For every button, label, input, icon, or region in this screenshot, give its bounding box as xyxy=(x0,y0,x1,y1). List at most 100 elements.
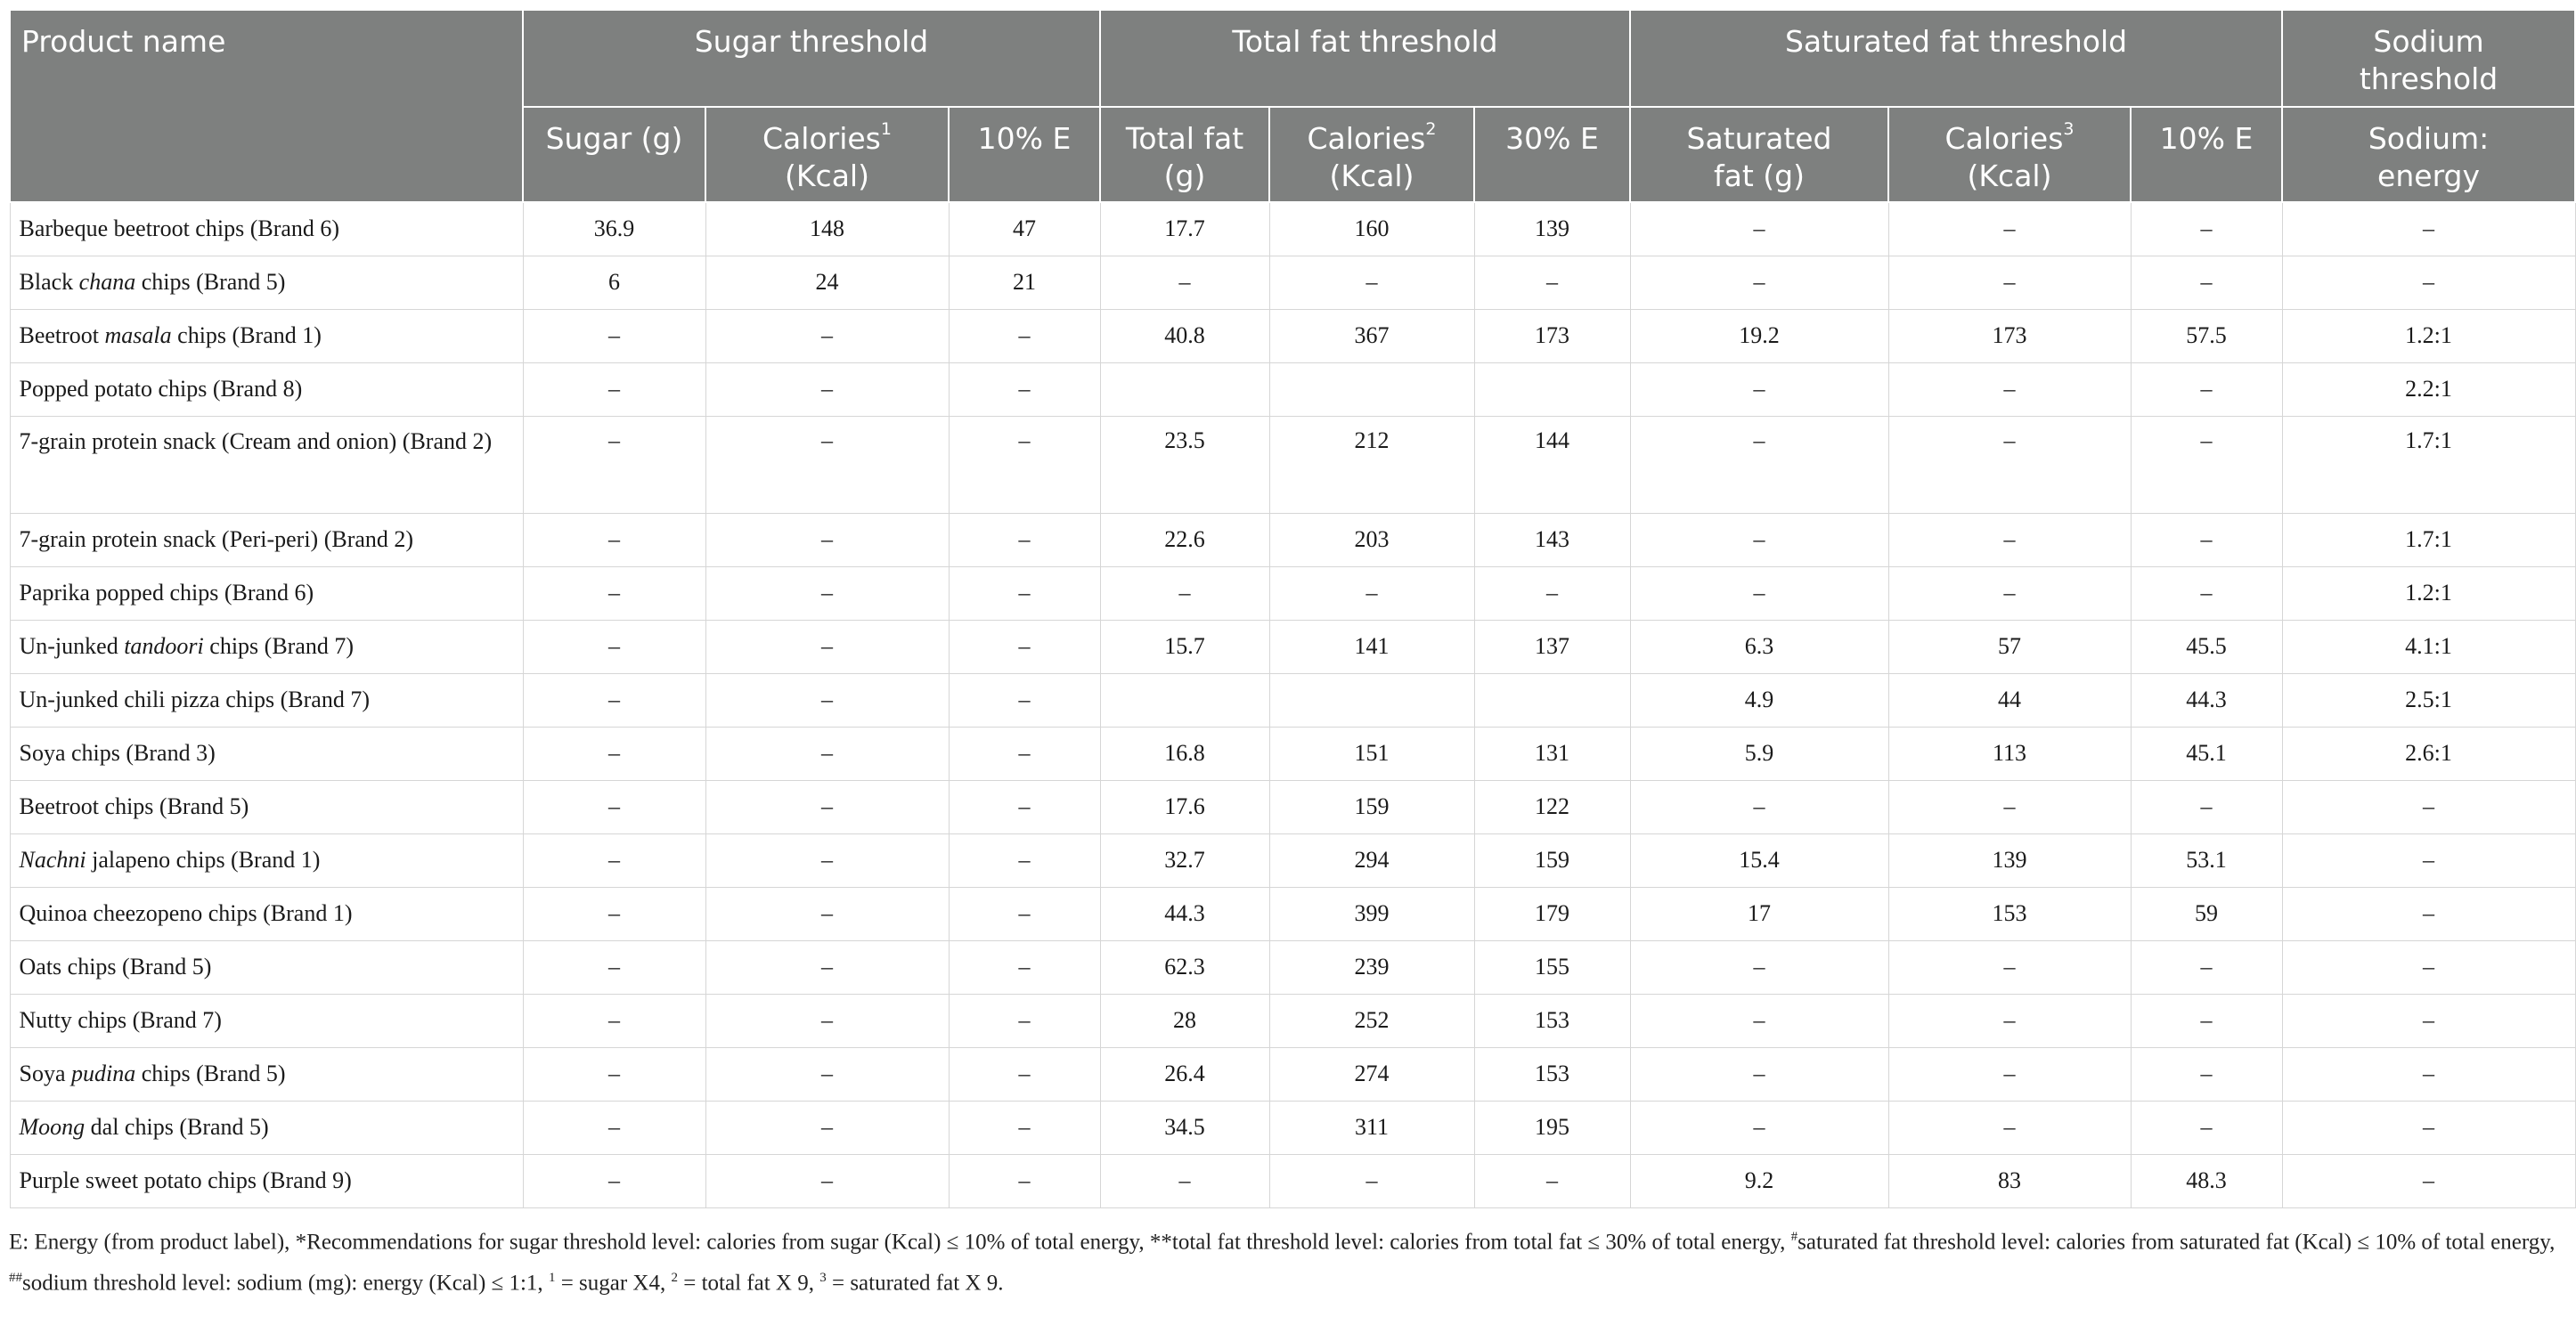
header-total-fat-threshold: Total fat threshold xyxy=(1098,9,1632,108)
value-cell: – xyxy=(948,726,1101,781)
value-cell: 2.6:1 xyxy=(2281,726,2576,781)
value-cell: 57 xyxy=(1887,619,2132,674)
value-cell: – xyxy=(522,1153,706,1208)
value-cell: – xyxy=(705,1153,950,1208)
value-cell: – xyxy=(948,993,1101,1048)
product-name-italic: masala xyxy=(104,322,172,348)
value-cell: – xyxy=(705,512,950,567)
value-cell: 139 xyxy=(1887,833,2132,888)
value-cell: – xyxy=(705,565,950,621)
value-cell: 2.2:1 xyxy=(2281,362,2576,417)
table-row: 7-grain protein snack (Cream and onion) … xyxy=(9,415,2576,514)
value-cell: – xyxy=(1887,779,2132,834)
value-cell: 48.3 xyxy=(2130,1153,2283,1208)
table-row: Beetroot masala chips (Brand 1) – – –40.8 36… xyxy=(9,308,2576,363)
value-cell: 1.7:1 xyxy=(2281,512,2576,567)
header-calories-1-sup: 1 xyxy=(880,119,892,139)
header-30pct-e: 30% E xyxy=(1472,106,1632,203)
product-name-text: Oats chips (Brand 5) xyxy=(19,954,212,980)
value-cell xyxy=(1268,362,1475,417)
value-cell xyxy=(1268,672,1475,728)
value-cell: – xyxy=(948,565,1101,621)
value-cell: – xyxy=(705,619,950,674)
value-cell: – xyxy=(1268,1153,1475,1208)
product-name-text: Nutty chips (Brand 7) xyxy=(19,1007,222,1033)
header-calories-3-label: Calories xyxy=(1944,121,2064,156)
value-cell: – xyxy=(522,565,706,621)
value-cell: 45.1 xyxy=(2130,726,2283,781)
header-saturated-fat-threshold: Saturated fat threshold xyxy=(1629,9,2284,108)
value-cell: – xyxy=(948,779,1101,834)
value-cell: – xyxy=(948,415,1101,514)
nutrient-threshold-table: Product name Sugar threshold Total fat t… xyxy=(9,9,2576,1208)
product-name-cell: Paprika popped chips (Brand 6) xyxy=(9,565,524,621)
value-cell: – xyxy=(2130,255,2283,310)
value-cell: – xyxy=(2130,565,2283,621)
value-cell: 45.5 xyxy=(2130,619,2283,674)
header-calories-3-unit: (Kcal) xyxy=(1967,159,2052,193)
value-cell: – xyxy=(948,619,1101,674)
value-cell: – xyxy=(1473,255,1631,310)
value-cell xyxy=(1099,362,1270,417)
product-name-cell: Beetroot chips (Brand 5) xyxy=(9,779,524,834)
value-cell: – xyxy=(2281,1153,2576,1208)
product-name-text: Barbeque beetroot chips (Brand 6) xyxy=(19,215,340,242)
value-cell: – xyxy=(2281,833,2576,888)
value-cell: 15.4 xyxy=(1629,833,1889,888)
value-cell: 23.5 xyxy=(1099,415,1270,514)
value-cell: – xyxy=(2281,993,2576,1048)
value-cell: – xyxy=(522,779,706,834)
value-cell: 44 xyxy=(1887,672,2132,728)
table-row: Nachni jalapeno chips (Brand 1) – – –32.7 29… xyxy=(9,833,2576,888)
footnote-sup: 1 xyxy=(548,1270,556,1285)
value-cell: – xyxy=(2130,362,2283,417)
table-container: Product name Sugar threshold Total fat t… xyxy=(9,9,2576,1301)
header-sugar-threshold: Sugar threshold xyxy=(522,9,1101,108)
table-row: 7-grain protein snack (Peri-peri) (Brand… xyxy=(9,512,2576,567)
header-calories-1: Calories1 (Kcal) xyxy=(705,106,950,203)
value-cell: 59 xyxy=(2130,886,2283,941)
value-cell: – xyxy=(522,1100,706,1155)
product-name-text: chips (Brand 5) xyxy=(135,269,286,295)
value-cell: 83 xyxy=(1887,1153,2132,1208)
value-cell: – xyxy=(705,833,950,888)
product-name-text: Un-junked chili pizza chips (Brand 7) xyxy=(19,687,371,712)
value-cell: 212 xyxy=(1268,415,1475,514)
value-cell: 19.2 xyxy=(1629,308,1889,363)
value-cell: – xyxy=(948,512,1101,567)
product-name-cell: Soya pudina chips (Brand 5) xyxy=(9,1046,524,1102)
header-10pct-e: 10% E xyxy=(948,106,1101,203)
value-cell: 47 xyxy=(948,201,1101,256)
value-cell: – xyxy=(1268,565,1475,621)
value-cell: – xyxy=(705,1100,950,1155)
footnote-text: E: Energy (from product label), *Recomme… xyxy=(9,1229,1791,1254)
value-cell: 137 xyxy=(1473,619,1631,674)
value-cell: 155 xyxy=(1473,939,1631,995)
product-name-cell: Moong dal chips (Brand 5) xyxy=(9,1100,524,1155)
value-cell: 203 xyxy=(1268,512,1475,567)
product-name-cell: Purple sweet potato chips (Brand 9) xyxy=(9,1153,524,1208)
product-name-text: Soya chips (Brand 3) xyxy=(19,740,216,766)
product-name-text: Popped potato chips (Brand 8) xyxy=(19,376,303,402)
value-cell: 1.7:1 xyxy=(2281,415,2576,514)
value-cell: – xyxy=(1887,1046,2132,1102)
value-cell: 2.5:1 xyxy=(2281,672,2576,728)
value-cell: – xyxy=(1629,415,1889,514)
value-cell: 311 xyxy=(1268,1100,1475,1155)
value-cell: – xyxy=(2130,415,2283,514)
value-cell: – xyxy=(1629,362,1889,417)
value-cell: – xyxy=(2281,886,2576,941)
value-cell: 22.6 xyxy=(1099,512,1270,567)
value-cell: – xyxy=(705,779,950,834)
value-cell: 160 xyxy=(1268,201,1475,256)
table-row: Soya chips (Brand 3) – – –16.8 151 131 5.9 113 4… xyxy=(9,726,2576,781)
value-cell: – xyxy=(1099,1153,1270,1208)
value-cell: 148 xyxy=(705,201,950,256)
value-cell: – xyxy=(522,308,706,363)
product-name-text: Beetroot xyxy=(19,322,105,348)
value-cell: 179 xyxy=(1473,886,1631,941)
product-name-cell: 7-grain protein snack (Peri-peri) (Brand… xyxy=(9,512,524,567)
product-name-text: Beetroot chips (Brand 5) xyxy=(19,793,249,819)
product-name-cell: Oats chips (Brand 5) xyxy=(9,939,524,995)
footnote-text: = sugar X4, xyxy=(555,1271,672,1296)
